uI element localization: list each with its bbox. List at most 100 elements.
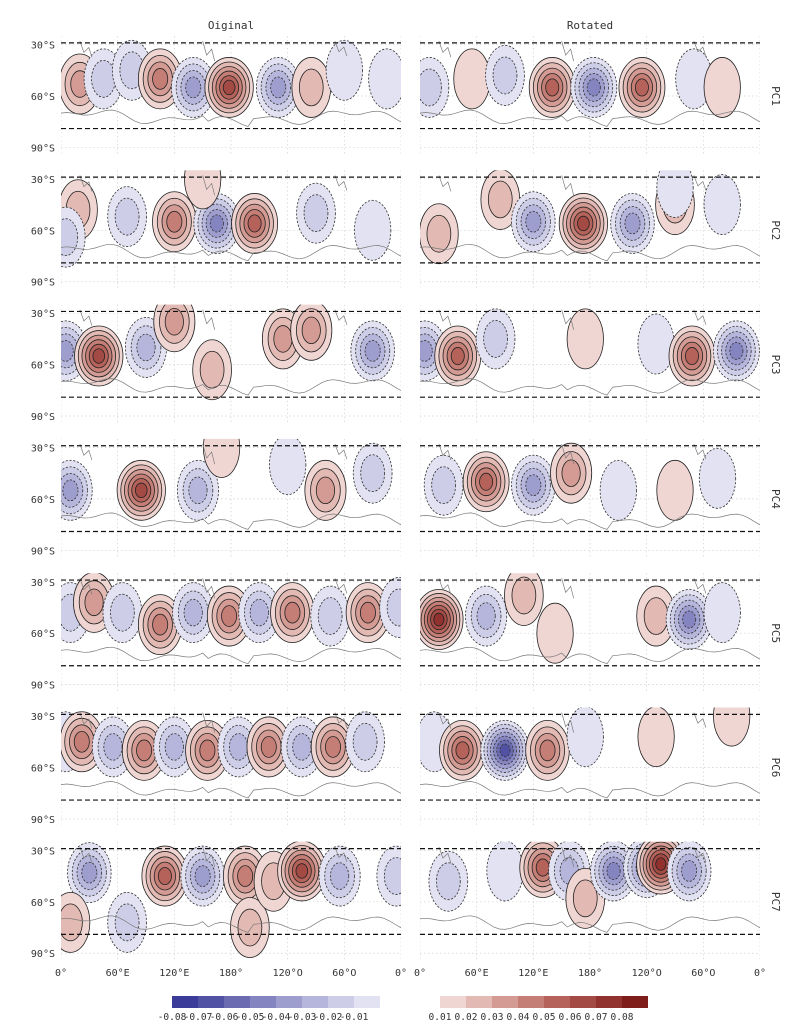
legend-label: -0.04	[262, 1012, 291, 1023]
negative-anomaly	[703, 582, 741, 644]
contour-level	[184, 170, 222, 210]
y-tick-label: 30°S	[31, 578, 55, 589]
contour-level	[152, 68, 169, 90]
y-tick-label: 30°S	[31, 443, 55, 454]
coastline	[79, 578, 93, 595]
coastline	[693, 309, 707, 325]
contour-level	[359, 601, 376, 624]
coastline	[334, 443, 348, 460]
x-tick-label: 120°E	[518, 968, 548, 979]
negative-anomaly	[637, 313, 675, 375]
coastline	[61, 915, 401, 933]
contour-level	[284, 601, 301, 624]
contour-level	[269, 438, 307, 496]
contour-level	[164, 733, 184, 761]
contour-level	[624, 212, 641, 235]
contour-level	[135, 482, 148, 499]
contour-level	[561, 459, 581, 487]
contour-level	[703, 582, 741, 644]
coastline	[420, 243, 760, 262]
positive-anomaly	[636, 585, 676, 647]
negative-anomaly	[217, 716, 260, 778]
contour-level	[199, 739, 216, 762]
positive-anomaly	[61, 711, 104, 773]
coastline	[202, 443, 216, 465]
negative-anomaly	[61, 459, 93, 521]
positive-anomaly	[420, 589, 464, 650]
coastline	[438, 41, 452, 58]
negative-anomaly	[325, 39, 363, 101]
contour-level	[525, 474, 542, 497]
contour-level	[194, 865, 211, 887]
contour-level	[455, 741, 470, 760]
negative-anomaly	[511, 454, 556, 516]
coastline	[438, 578, 452, 595]
negative-anomaly	[570, 57, 618, 118]
contour-level	[295, 863, 309, 879]
coastline	[334, 578, 348, 594]
x-tick-label: 0°	[55, 968, 67, 979]
positive-anomaly	[152, 191, 197, 253]
panel-grid: 30°S 60°S 90°S 30°S 60°S 90°S 30°S 60°S 90°S 30°S…	[31, 36, 760, 962]
coastline	[202, 712, 216, 733]
y-tick-label: 60°S	[31, 226, 55, 237]
coastline	[561, 846, 575, 868]
positive-anomaly	[246, 716, 291, 778]
contour-level	[420, 68, 442, 107]
coastline	[202, 175, 216, 196]
legend-swatch	[328, 996, 354, 1008]
contour-level	[420, 340, 433, 362]
negative-anomaly	[310, 585, 350, 647]
map-panel	[61, 573, 401, 694]
legend-label: -0.06	[210, 1012, 239, 1023]
legend-swatch	[440, 996, 466, 1008]
contour-level	[325, 736, 341, 758]
negative-anomaly	[610, 193, 655, 254]
contour-level	[525, 210, 542, 233]
coastline	[334, 175, 348, 191]
coastline	[334, 41, 348, 57]
legend-label: 0.02	[455, 1012, 478, 1023]
negative-anomaly	[102, 582, 143, 644]
map-panel	[61, 707, 401, 828]
contour-level	[435, 862, 461, 901]
legend-label: 0.01	[429, 1012, 452, 1023]
contour-level	[188, 476, 208, 505]
contour-level	[157, 867, 172, 886]
negative-anomaly	[238, 582, 281, 644]
negative-anomaly	[176, 459, 219, 521]
y-tick-label: 60°S	[31, 92, 55, 103]
contour-level	[354, 199, 392, 261]
coastline	[693, 712, 707, 728]
coastline	[61, 109, 401, 127]
y-tick-label: 60°S	[31, 898, 55, 909]
positive-anomaly	[656, 459, 694, 521]
coastline	[438, 175, 452, 192]
contour-level	[535, 858, 550, 877]
coastline	[61, 781, 401, 799]
column-headers: Oiginal Rotated	[208, 19, 613, 32]
coastline	[420, 512, 760, 530]
legend-label: -0.02	[314, 1012, 343, 1023]
x-tick-label: 60°O	[691, 968, 715, 979]
y-tick-label: 90°S	[31, 815, 55, 826]
negative-anomaly	[599, 459, 637, 521]
legend-swatch	[622, 996, 648, 1008]
contour-level	[682, 610, 697, 629]
contour-level	[247, 214, 262, 233]
contour-level	[634, 78, 649, 97]
positive-anomaly	[153, 304, 196, 353]
x-tick-label: 0°	[414, 968, 426, 979]
row-label: PC6	[769, 758, 782, 778]
contour-level	[483, 320, 508, 358]
positive-anomaly	[137, 48, 183, 110]
contour-level	[270, 76, 287, 99]
map-panel	[420, 841, 760, 962]
negative-anomaly	[423, 454, 464, 516]
x-tick-label: 120°O	[273, 968, 303, 979]
negative-anomaly	[91, 716, 134, 778]
contour-level	[386, 588, 401, 627]
legend-swatch	[172, 996, 198, 1008]
y-tick-label: 30°S	[31, 41, 55, 52]
negative-anomaly	[486, 841, 524, 902]
